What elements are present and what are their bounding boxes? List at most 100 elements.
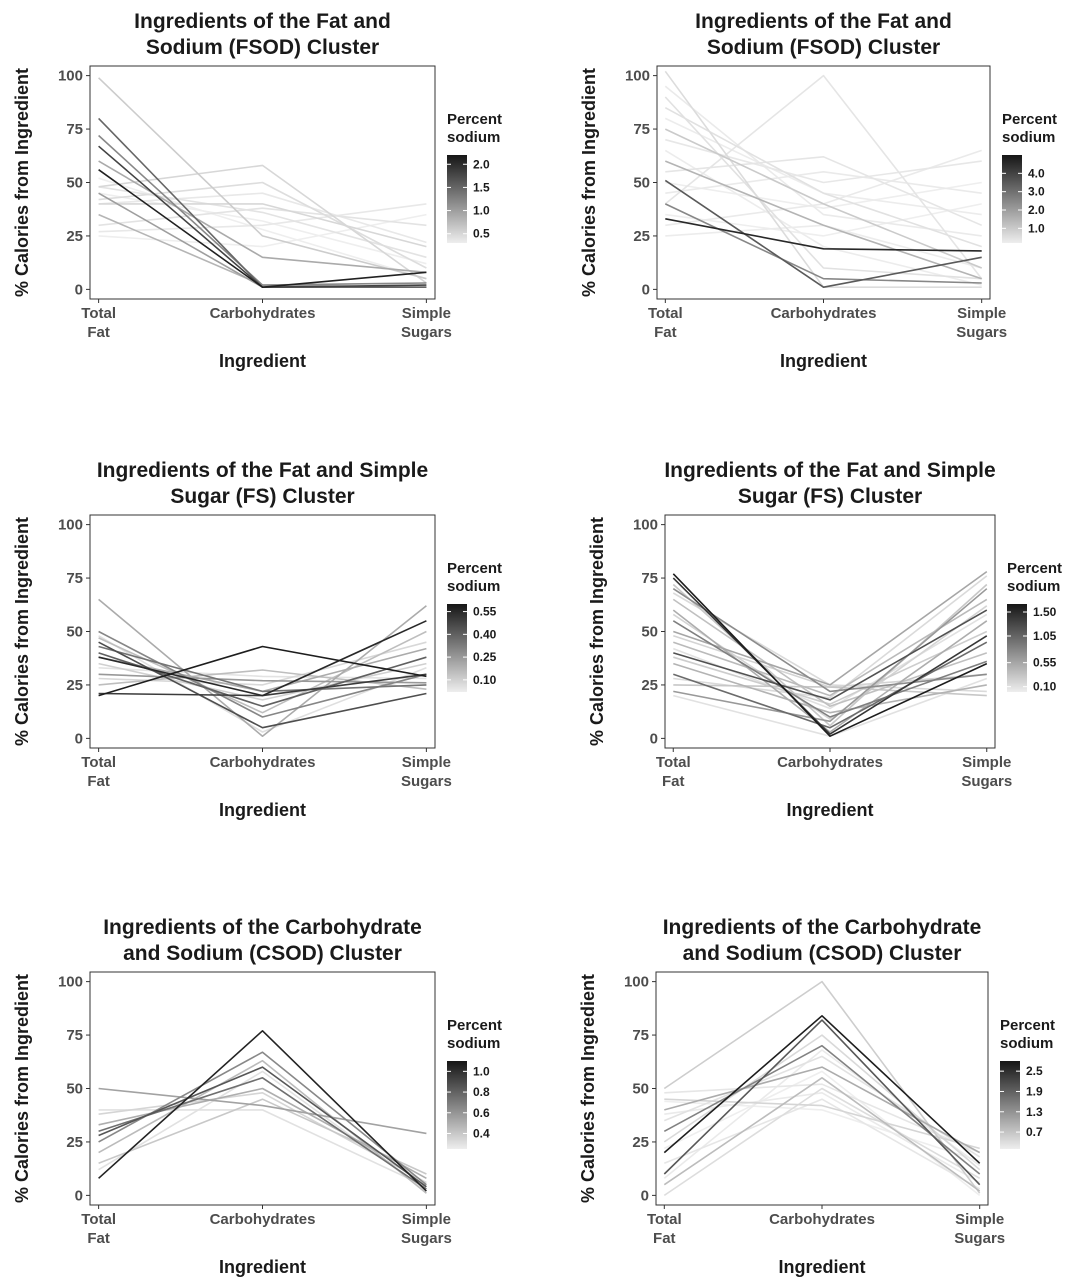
- series-line: [673, 588, 988, 723]
- series-line: [663, 980, 981, 1194]
- legend-tick-label: 0.10: [473, 673, 497, 687]
- y-tick-label: 75: [66, 121, 83, 138]
- series-line: [98, 630, 427, 714]
- series-line: [98, 192, 427, 265]
- series-line: [98, 645, 427, 697]
- legend-tick-label: 0.5: [473, 227, 490, 241]
- x-tick-label: Sugars: [401, 773, 452, 790]
- y-axis-title: % Calories from Ingredient: [12, 974, 32, 1203]
- legend-tick-label: 0.40: [473, 627, 497, 641]
- series-line: [98, 1109, 427, 1188]
- x-tick-label: Total: [81, 754, 116, 771]
- x-axis-title: Ingredient: [778, 1257, 865, 1277]
- y-tick-label: 75: [66, 1027, 83, 1044]
- y-tick-label: 100: [58, 68, 83, 85]
- x-tick-label: Total: [648, 305, 683, 322]
- x-axis-title: Ingredient: [219, 800, 306, 820]
- legend-tick-label: 2.0: [473, 157, 490, 171]
- chart-title: Ingredients of the Carbohydrate: [103, 916, 422, 939]
- y-tick-label: 25: [66, 228, 83, 245]
- chart-title: and Sodium (CSOD) Cluster: [683, 942, 962, 965]
- chart-panel-3: Ingredients of the Fat and Simple Sugar (…: [12, 459, 502, 820]
- legend-tick-label: 3.0: [1028, 185, 1045, 199]
- series-line: [665, 218, 982, 252]
- y-tick-label: 0: [641, 1187, 649, 1204]
- series-line: [673, 609, 988, 701]
- x-axis-title: Ingredient: [780, 351, 867, 371]
- x-tick-label: Sugars: [954, 1230, 1005, 1247]
- x-tick-label: Fat: [87, 324, 110, 341]
- legend-colorbar: [447, 604, 467, 692]
- chart-panel-1: Ingredients of the Fat and Sodium (FSOD) …: [12, 10, 502, 371]
- chart-panel-4: Ingredients of the Fat and Simple Sugar (…: [587, 459, 1062, 820]
- legend-tick-label: 0.25: [473, 650, 497, 664]
- y-tick-label: 0: [75, 730, 83, 747]
- y-tick-label: 75: [641, 570, 658, 587]
- y-tick-label: 0: [650, 730, 658, 747]
- x-axis-title: Ingredient: [219, 351, 306, 371]
- y-tick-label: 0: [642, 281, 650, 298]
- y-tick-label: 0: [75, 1187, 83, 1204]
- series-line: [98, 77, 427, 280]
- series-line: [98, 620, 427, 697]
- x-tick-label: Sugars: [401, 1230, 452, 1247]
- series-line: [665, 156, 983, 227]
- legend-tick-label: 1.05: [1033, 629, 1057, 643]
- x-tick-label: Carbohydrates: [210, 1211, 316, 1228]
- series-line: [673, 662, 987, 714]
- series-line: [672, 577, 988, 735]
- legend-tick-label: 4.0: [1028, 166, 1045, 180]
- y-tick-label: 50: [641, 624, 658, 641]
- legend-title: Percent: [447, 1017, 502, 1034]
- y-axis-title: % Calories from Ingredient: [12, 68, 32, 297]
- legend-tick-label: 1.5: [473, 180, 490, 194]
- x-tick-label: Total: [81, 305, 116, 322]
- series-line: [663, 1077, 981, 1192]
- series-line: [664, 1098, 980, 1150]
- x-tick-label: Total: [656, 754, 691, 771]
- x-tick-label: Fat: [662, 773, 685, 790]
- legend-tick-label: 0.7: [1026, 1125, 1043, 1139]
- series-line: [98, 1030, 427, 1192]
- series-line: [98, 169, 427, 289]
- y-tick-label: 100: [633, 517, 658, 534]
- x-tick-label: Fat: [654, 324, 677, 341]
- series-line: [98, 1066, 427, 1188]
- x-axis-title: Ingredient: [786, 800, 873, 820]
- chart-title: Sugar (FS) Cluster: [170, 485, 354, 508]
- chart-title: Ingredients of the Carbohydrate: [663, 916, 982, 939]
- chart-title: Ingredients of the Fat and: [695, 10, 952, 33]
- x-tick-label: Sugars: [956, 324, 1007, 341]
- legend-title: Percent: [1002, 111, 1057, 128]
- x-tick-label: Simple: [957, 305, 1006, 322]
- legend-colorbar: [1007, 604, 1027, 692]
- x-tick-label: Total: [81, 1211, 116, 1228]
- series-line: [98, 1087, 427, 1135]
- chart-panel-2: Ingredients of the Fat and Sodium (FSOD) …: [579, 10, 1057, 371]
- x-axis-title: Ingredient: [219, 1257, 306, 1277]
- series-line: [663, 1044, 981, 1175]
- legend-tick-label: 1.0: [1028, 221, 1045, 235]
- legend-tick-label: 1.9: [1026, 1084, 1043, 1098]
- x-tick-label: Total: [647, 1211, 682, 1228]
- legend-colorbar: [447, 155, 467, 243]
- y-axis-title: % Calories from Ingredient: [12, 517, 32, 746]
- y-tick-label: 50: [632, 1081, 649, 1098]
- series-line: [673, 684, 987, 697]
- legend-tick-label: 1.3: [1026, 1105, 1043, 1119]
- chart-title: Sugar (FS) Cluster: [738, 485, 922, 508]
- legend-colorbar: [447, 1061, 467, 1149]
- chart-title: and Sodium (CSOD) Cluster: [123, 942, 402, 965]
- series-line: [672, 620, 988, 718]
- series-line: [664, 160, 982, 280]
- series-line: [98, 164, 427, 284]
- legend-title: Percent: [1007, 560, 1062, 577]
- y-tick-label: 50: [66, 624, 83, 641]
- series-line: [673, 570, 988, 686]
- legend-tick-label: 2.0: [1028, 203, 1045, 217]
- y-tick-label: 25: [641, 677, 658, 694]
- series-line: [673, 641, 988, 729]
- series-line: [664, 128, 983, 269]
- series-line: [663, 1019, 981, 1186]
